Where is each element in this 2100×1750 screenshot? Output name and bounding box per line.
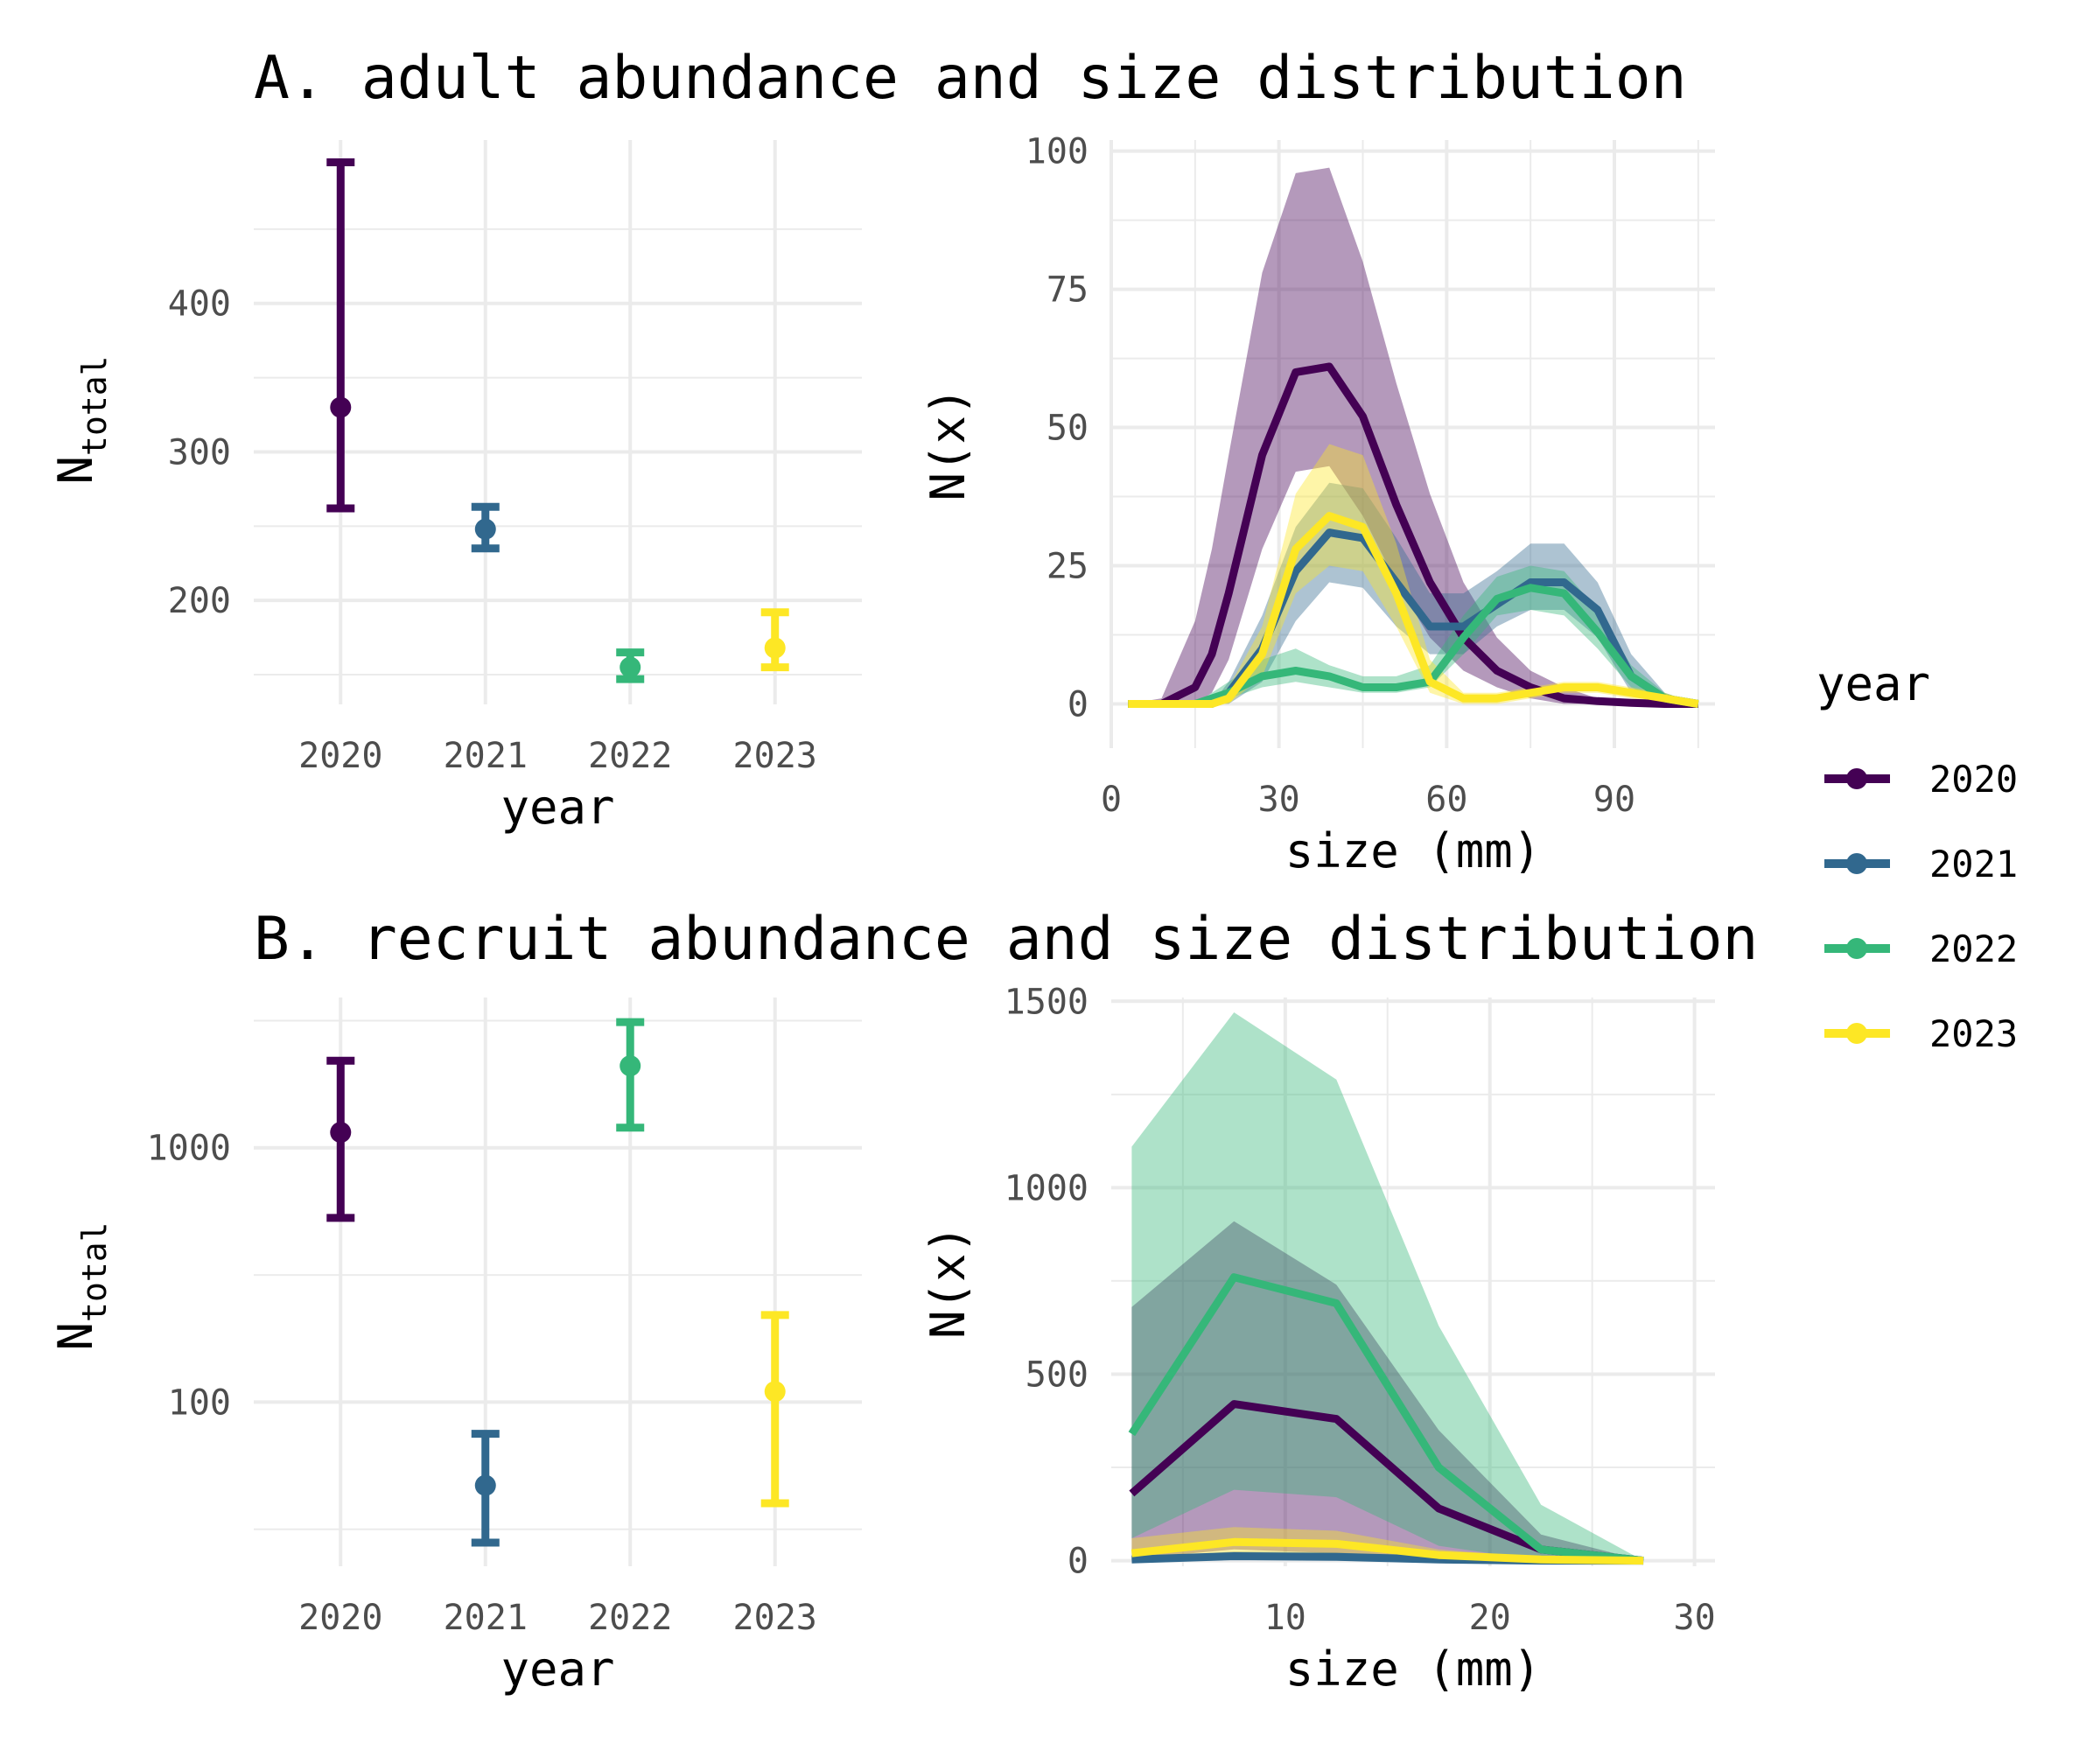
ylabel-main: N: [48, 1322, 103, 1351]
ci-ribbon-2022: [1131, 1012, 1644, 1561]
x-tick-label: 2021: [444, 1598, 528, 1638]
x-axis-label: size (mm): [1285, 1642, 1542, 1697]
x-tick-label: 2021: [444, 736, 528, 776]
legend-key-point: [1846, 853, 1867, 874]
adult-size-plot: 0 25 50 75 100 0 30 60 90 size (mm) N(x): [920, 132, 1715, 878]
ylabel-sub: total: [75, 356, 114, 456]
ci-ribbon-2023: [1131, 1527, 1644, 1561]
x-axis-label: size (mm): [1285, 823, 1542, 878]
x-tick-label: 10: [1264, 1598, 1306, 1638]
series-line-2022: [1128, 1273, 1644, 1565]
panel-b-title: B. recruit abundance and size distributi…: [254, 905, 1758, 974]
estimate-point: [764, 1381, 786, 1403]
y-axis-label: N(x): [920, 387, 976, 500]
legend-key-point: [1846, 1023, 1867, 1044]
series-line-2022: [1128, 584, 1699, 708]
estimate-point: [330, 396, 352, 418]
recruit-size-plot: 0 500 1000 1500 10 20 30 size (mm) N(x): [920, 982, 1716, 1697]
y-tick-label: 0: [1068, 684, 1088, 724]
legend-label: 2020: [1929, 758, 2018, 801]
y-tick-label: 25: [1046, 547, 1088, 587]
estimate-point: [620, 1055, 641, 1077]
estimate-point: [764, 637, 786, 659]
y-tick-label: 100: [1026, 132, 1088, 172]
y-tick-label: 1000: [147, 1129, 231, 1169]
y-tick-label: 0: [1068, 1542, 1088, 1582]
x-tick-label: 0: [1101, 780, 1122, 820]
x-tick-label: 60: [1425, 780, 1467, 820]
series-line-2023: [1128, 512, 1699, 708]
y-tick-label: 500: [1026, 1354, 1088, 1395]
y-tick-label: 300: [168, 432, 231, 472]
adult-abundance-ylabel: Ntotal: [48, 356, 114, 485]
y-tick-label: 50: [1046, 409, 1088, 449]
x-tick-label: 2022: [588, 1598, 672, 1638]
x-axis-label: year: [500, 1642, 614, 1697]
series-line-2023: [1130, 1537, 1644, 1565]
y-tick-label: 1000: [1004, 1168, 1088, 1208]
adult-abundance-plot: 200 300 400 2020 2021 2022 2023 year: [168, 140, 862, 835]
legend-title: year: [1816, 656, 1930, 711]
estimate-point: [620, 656, 641, 678]
x-tick-label: 2022: [588, 736, 672, 776]
ci-ribbon-2020: [1128, 167, 1698, 704]
x-tick-label: 20: [1469, 1598, 1511, 1638]
x-tick-label: 2023: [733, 1598, 817, 1638]
legend: year 2020 2021 2022 2023: [1816, 656, 2018, 1055]
estimate-point: [330, 1122, 352, 1144]
legend-key-point: [1846, 938, 1867, 959]
y-tick-label: 75: [1046, 270, 1088, 311]
legend-label: 2021: [1929, 843, 2018, 886]
recruit-abundance-plot: 100 1000 2020 2021 2022 2023 year: [147, 998, 862, 1697]
ylabel-sub: total: [75, 1222, 114, 1322]
x-axis-label: year: [500, 780, 614, 835]
x-tick-label: 30: [1674, 1598, 1716, 1638]
panel-a-title: A. adult abundance and size distribution: [254, 44, 1687, 113]
estimate-point: [474, 518, 496, 540]
x-tick-label: 2020: [298, 1598, 382, 1638]
y-tick-label: 200: [168, 581, 231, 621]
legend-label: 2022: [1929, 928, 2018, 970]
recruit-abundance-ylabel: Ntotal: [48, 1222, 114, 1351]
legend-key-point: [1846, 768, 1867, 789]
x-tick-label: 2023: [733, 736, 817, 776]
y-tick-label: 100: [168, 1382, 231, 1423]
y-axis-label: N(x): [920, 1225, 976, 1339]
ci-ribbon-2022: [1128, 565, 1698, 704]
y-tick-label: 400: [168, 284, 231, 325]
ci-ribbon-2021: [1128, 482, 1698, 704]
y-tick-label: 1500: [1004, 982, 1088, 1022]
ylabel-main: N: [48, 456, 103, 485]
x-tick-label: 30: [1258, 780, 1300, 820]
x-tick-label: 90: [1593, 780, 1635, 820]
series-line-2020: [1128, 362, 1698, 708]
estimate-point: [474, 1474, 496, 1496]
legend-label: 2023: [1929, 1012, 2018, 1055]
x-tick-label: 2020: [298, 736, 382, 776]
